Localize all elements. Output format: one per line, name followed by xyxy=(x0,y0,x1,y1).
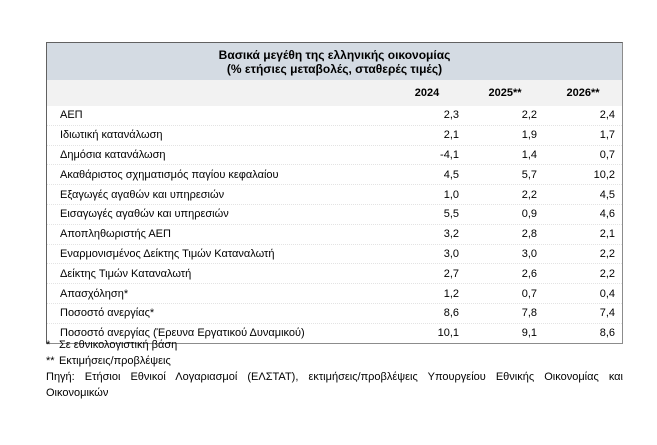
column-header-2025: 2025** xyxy=(488,87,522,99)
row-value: 4,5 xyxy=(443,168,459,181)
row-value: 1,4 xyxy=(521,148,537,161)
row-value: 5,7 xyxy=(521,168,537,181)
row-value: 0,7 xyxy=(521,287,537,300)
row-label: Αποπληθωριστής ΑΕΠ xyxy=(60,228,171,241)
table-row: Δείκτης Τιμών Καταναλωτή 2,7 2,6 2,2 xyxy=(47,263,622,283)
row-label: ΑΕΠ xyxy=(60,109,83,122)
table-row: Αποπληθωριστής ΑΕΠ 3,2 2,8 2,1 xyxy=(47,223,622,244)
row-label: Ακαθάριστος σχηματισμός παγίου κεφαλαίου xyxy=(60,168,279,181)
row-value: 3,0 xyxy=(521,247,537,260)
row-label: Εισαγωγές αγαθών και υπηρεσιών xyxy=(60,208,229,221)
row-label: Ποσοστό ανεργίας (Έρευνα Εργατικού Δυναμ… xyxy=(60,327,305,340)
table-row: Ακαθάριστος σχηματισμός παγίου κεφαλαίου… xyxy=(47,164,622,184)
row-value: 2,6 xyxy=(521,267,537,280)
row-value: -4,1 xyxy=(440,148,459,161)
row-value: 1,9 xyxy=(521,129,537,142)
row-value: 2,1 xyxy=(443,129,459,142)
row-label: Εξαγωγές αγαθών και υπηρεσιών xyxy=(60,188,225,201)
table-row: Ποσοστό ανεργίας* 8,6 7,8 7,4 xyxy=(47,302,622,323)
row-value: 7,8 xyxy=(521,307,537,320)
row-value: 0,4 xyxy=(599,287,615,300)
table-title-line2: (% ετήσιες μεταβολές, σταθερές τιμές) xyxy=(226,62,443,76)
row-value: 1,0 xyxy=(443,188,459,201)
greek-economy-table: Βασικά μεγέθη της ελληνικής οικονομίας (… xyxy=(46,42,623,344)
row-value: 2,2 xyxy=(521,109,537,122)
table-row: ΑΕΠ 2,3 2,2 2,4 xyxy=(47,106,622,125)
column-header-2024: 2024 xyxy=(414,87,440,99)
table-row: Απασχόληση* 1,2 0,7 0,4 xyxy=(47,283,622,303)
table-row: Εξαγωγές αγαθών και υπηρεσιών 1,0 2,2 4,5 xyxy=(47,184,622,204)
table-row: Εναρμονισμένος Δείκτης Τιμών Καταναλωτή 3… xyxy=(47,243,622,264)
row-value: 0,9 xyxy=(521,208,537,221)
row-label: Δείκτης Τιμών Καταναλωτή xyxy=(60,267,192,280)
table-body: ΑΕΠ 2,3 2,2 2,4 Ιδιωτική κατανάλωση 2,1 1,9 1,7… xyxy=(47,106,622,343)
row-value: 5,5 xyxy=(443,208,459,221)
row-label: Ιδιωτική κατανάλωση xyxy=(60,129,163,142)
row-label: Απασχόληση* xyxy=(60,287,129,300)
table-row: Ποσοστό ανεργίας (Έρευνα Εργατικού Δυναμ… xyxy=(47,322,622,343)
footnote-marker: ** xyxy=(46,354,55,367)
table-row: Δημόσια κατανάλωση -4,1 1,4 0,7 xyxy=(47,144,622,165)
table-row: Εισαγωγές αγαθών και υπηρεσιών 5,5 0,9 4,6 xyxy=(47,203,622,224)
row-value: 2,8 xyxy=(521,228,537,241)
row-value: 2,7 xyxy=(443,267,459,280)
row-value: 2,4 xyxy=(599,109,615,122)
row-value: 2,3 xyxy=(443,109,459,122)
row-value: 9,1 xyxy=(521,327,537,340)
row-value: 2,1 xyxy=(599,228,615,241)
row-value: 4,6 xyxy=(599,208,615,221)
row-value: 2,2 xyxy=(521,188,537,201)
row-value: 4,5 xyxy=(599,188,615,201)
table-row: Ιδιωτική κατανάλωση 2,1 1,9 1,7 xyxy=(47,124,622,145)
footnote-text: Σε εθνικολογιστική βάση xyxy=(59,339,178,351)
row-value: 2,2 xyxy=(599,267,615,280)
row-value: 3,0 xyxy=(443,247,459,260)
footnote-text: Εκτιμήσεις/προβλέψεις xyxy=(59,354,171,367)
row-value: 10,1 xyxy=(437,327,459,340)
footnote-marker: * xyxy=(46,339,51,351)
row-value: 3,2 xyxy=(443,228,459,241)
row-label: Ποσοστό ανεργίας* xyxy=(60,307,155,320)
table-title: Βασικά μεγέθη της ελληνικής οικονομίας (… xyxy=(47,43,622,80)
row-value: 10,2 xyxy=(593,168,615,181)
source-note: Πηγή: Ετήσιοι Εθνικοί Λογαριασμοί (ΕΛΣΤΑ… xyxy=(46,371,623,399)
footnote-national-accounts: * Σε εθνικολογιστική βάση xyxy=(46,338,623,354)
row-value: 2,2 xyxy=(599,247,615,260)
footnote-estimates: ** Εκτιμήσεις/προβλέψεις xyxy=(46,354,623,370)
row-value: 1,2 xyxy=(443,287,459,300)
table-title-line1: Βασικά μεγέθη της ελληνικής οικονομίας xyxy=(218,48,451,62)
row-value: 8,6 xyxy=(443,307,459,320)
row-label: Δημόσια κατανάλωση xyxy=(60,148,166,161)
footnotes: * Σε εθνικολογιστική βάση ** Εκτιμήσεις/… xyxy=(46,338,623,401)
row-value: 1,7 xyxy=(599,129,615,142)
row-value: 7,4 xyxy=(599,307,615,320)
row-label: Εναρμονισμένος Δείκτης Τιμών Καταναλωτή xyxy=(60,247,275,260)
row-value: 8,6 xyxy=(599,327,615,340)
row-value: 0,7 xyxy=(599,148,615,161)
column-header-2026: 2026** xyxy=(566,87,600,99)
table-header-row: 2024 2025** 2026** xyxy=(47,80,622,106)
